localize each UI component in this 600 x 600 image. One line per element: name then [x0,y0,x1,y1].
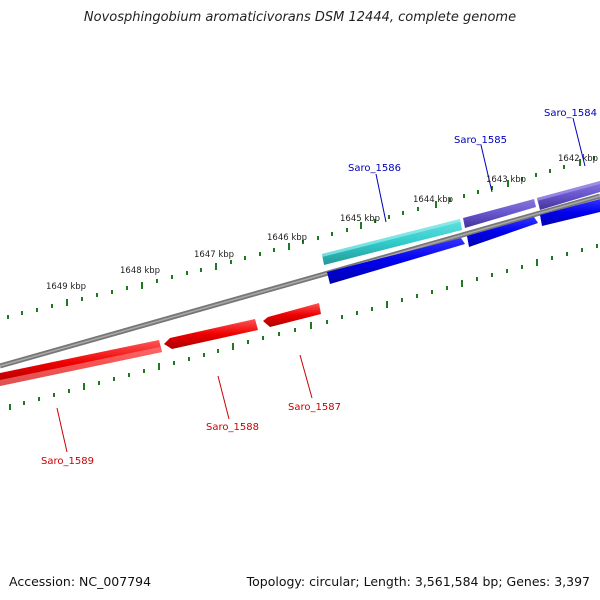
gene-saro-1585-inner[interactable] [467,217,538,247]
scale-label-1646: 1646 kbp [267,233,307,243]
gene-saro-1589[interactable] [0,340,162,386]
scale-label-1644: 1644 kbp [413,195,453,205]
genome-title: Novosphingobium aromaticivorans DSM 1244… [83,10,517,25]
accession-label: Accession: NC_007794 [9,574,152,589]
scale-label-1643: 1643 kbp [486,175,526,185]
gene-label-saro-1588[interactable]: Saro_1588 [206,422,259,433]
scale-label-1642: 1642 kbp [558,154,598,164]
scale-label-1647: 1647 kbp [194,250,234,260]
gene-leader-lines [56,117,586,453]
gene-saro-1585[interactable] [463,199,536,228]
gene-saro-1584[interactable] [537,181,600,210]
gene-label-saro-1585[interactable]: Saro_1585 [454,135,507,146]
gene-label-saro-1586[interactable]: Saro_1586 [348,163,401,174]
gene-labels: Saro_1584 Saro_1585 Saro_1586 Saro_1587 … [41,108,597,467]
scale-labels: 1642 kbp 1643 kbp 1644 kbp 1645 kbp 1646… [46,154,598,292]
gene-label-saro-1589[interactable]: Saro_1589 [41,456,94,467]
scale-label-1645: 1645 kbp [340,214,380,224]
topology-label: Topology: circular; Length: 3,561,584 bp… [246,574,590,589]
gene-saro-1586[interactable] [322,219,462,265]
gene-saro-1584-inner[interactable] [540,199,600,226]
gene-label-saro-1587[interactable]: Saro_1587 [288,402,341,413]
scale-label-1649: 1649 kbp [46,282,86,292]
reverse-tick-track [9,244,598,410]
forward-tick-track [7,156,595,319]
gene-saro-1586-inner[interactable] [327,238,465,284]
gene-saro-1588[interactable] [164,319,258,349]
gene-label-saro-1584[interactable]: Saro_1584 [544,108,597,119]
gene-saro-1587[interactable] [263,303,321,327]
scale-label-1648: 1648 kbp [120,266,160,276]
